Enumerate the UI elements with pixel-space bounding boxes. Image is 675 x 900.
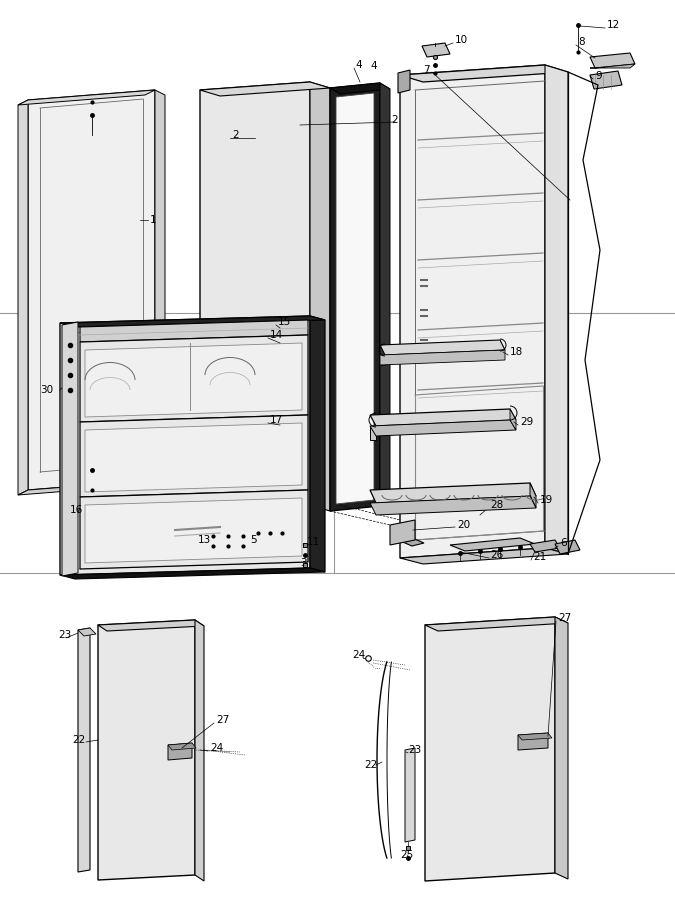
Polygon shape (555, 617, 568, 879)
Text: 22: 22 (72, 735, 85, 745)
Polygon shape (530, 540, 560, 552)
Polygon shape (590, 64, 635, 68)
Polygon shape (60, 316, 325, 327)
Text: 21: 21 (533, 552, 546, 562)
Polygon shape (380, 340, 505, 355)
Text: 17: 17 (270, 415, 284, 425)
Polygon shape (80, 335, 308, 422)
Text: 5: 5 (250, 535, 256, 545)
Polygon shape (422, 43, 450, 57)
Text: 2: 2 (392, 115, 398, 125)
Polygon shape (330, 83, 390, 94)
Polygon shape (85, 423, 302, 492)
Polygon shape (18, 480, 155, 495)
Polygon shape (98, 620, 195, 880)
Polygon shape (155, 90, 165, 485)
Polygon shape (398, 70, 410, 93)
Polygon shape (400, 65, 545, 558)
Polygon shape (78, 628, 90, 872)
Polygon shape (380, 350, 505, 365)
Text: 26: 26 (490, 550, 504, 560)
Text: 6: 6 (560, 538, 566, 548)
Polygon shape (400, 548, 568, 564)
Polygon shape (18, 90, 155, 105)
Text: 27: 27 (558, 613, 571, 623)
Text: 7: 7 (423, 65, 430, 75)
Polygon shape (590, 53, 635, 68)
Polygon shape (390, 520, 415, 545)
Polygon shape (310, 316, 325, 572)
Text: 4: 4 (355, 60, 362, 70)
Polygon shape (85, 343, 302, 417)
Text: 23: 23 (58, 630, 72, 640)
Polygon shape (380, 83, 390, 512)
Polygon shape (60, 568, 325, 579)
Text: 29: 29 (520, 417, 533, 427)
Polygon shape (200, 82, 330, 96)
Polygon shape (545, 65, 568, 554)
Polygon shape (62, 322, 78, 576)
Text: 2: 2 (232, 130, 239, 140)
Polygon shape (398, 537, 424, 546)
Polygon shape (200, 82, 310, 513)
Polygon shape (168, 743, 196, 750)
Polygon shape (18, 100, 28, 495)
Text: 18: 18 (510, 347, 523, 357)
Text: 4: 4 (370, 61, 377, 71)
Text: 1: 1 (150, 215, 157, 225)
Text: 30: 30 (40, 385, 53, 395)
Text: 8: 8 (578, 37, 585, 47)
Polygon shape (98, 620, 204, 631)
Text: 13: 13 (198, 535, 211, 545)
Polygon shape (405, 748, 415, 842)
Polygon shape (336, 93, 374, 504)
Text: 10: 10 (455, 35, 468, 45)
Polygon shape (80, 415, 308, 497)
Polygon shape (78, 628, 96, 636)
Text: 14: 14 (270, 330, 284, 340)
Polygon shape (370, 420, 516, 436)
Text: 15: 15 (278, 317, 291, 327)
Polygon shape (370, 426, 376, 440)
Polygon shape (510, 409, 516, 430)
Polygon shape (370, 496, 536, 515)
Polygon shape (400, 65, 568, 82)
Polygon shape (370, 409, 516, 426)
Text: 9: 9 (595, 71, 601, 81)
Polygon shape (530, 483, 536, 508)
Text: 23: 23 (408, 745, 421, 755)
Polygon shape (425, 617, 568, 631)
Text: 12: 12 (607, 20, 620, 30)
Polygon shape (450, 538, 535, 551)
Polygon shape (75, 326, 308, 569)
Text: 3: 3 (300, 558, 306, 568)
Polygon shape (60, 316, 310, 575)
Polygon shape (380, 355, 385, 365)
Polygon shape (555, 540, 580, 554)
Polygon shape (518, 733, 548, 750)
Polygon shape (310, 82, 330, 511)
Text: 20: 20 (457, 520, 470, 530)
Text: 11: 11 (307, 537, 320, 547)
Polygon shape (195, 620, 204, 881)
Polygon shape (425, 617, 555, 881)
Text: 27: 27 (216, 715, 230, 725)
Text: 22: 22 (364, 760, 377, 770)
Polygon shape (85, 498, 302, 563)
Polygon shape (80, 490, 308, 569)
Text: 25: 25 (400, 850, 413, 860)
Text: 24: 24 (210, 743, 223, 753)
Text: 24: 24 (352, 650, 365, 660)
Text: 28: 28 (490, 500, 504, 510)
Polygon shape (80, 320, 308, 342)
Polygon shape (168, 743, 192, 760)
Polygon shape (590, 71, 622, 89)
Polygon shape (518, 733, 552, 740)
Text: 16: 16 (70, 505, 83, 515)
Polygon shape (330, 83, 380, 511)
Polygon shape (28, 90, 155, 490)
Text: 19: 19 (540, 495, 553, 505)
Polygon shape (370, 483, 536, 503)
